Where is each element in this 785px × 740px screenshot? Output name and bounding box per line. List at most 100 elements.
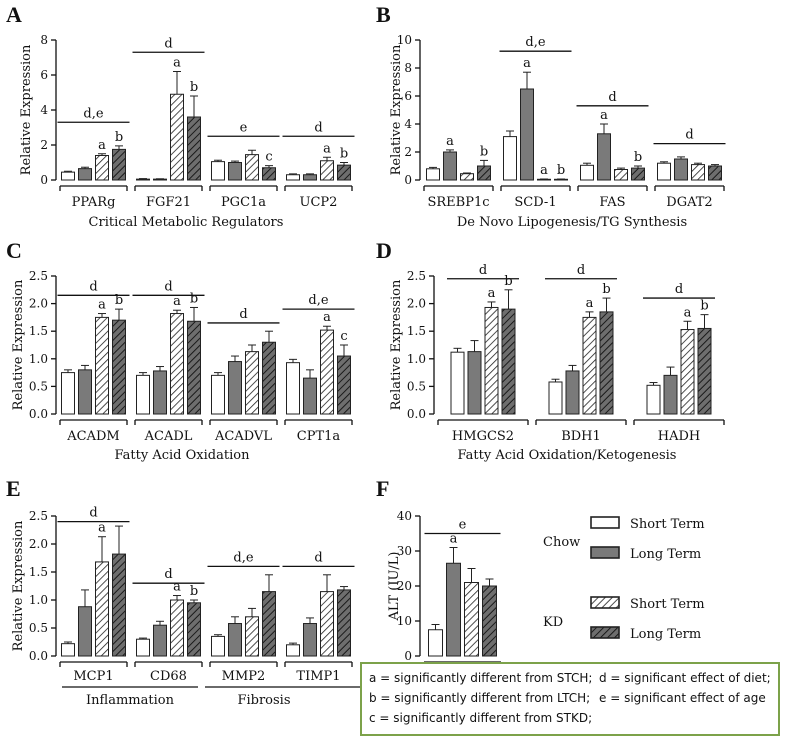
xlabel-c: Fatty Acid Oxidation [115, 448, 251, 463]
bar [565, 370, 580, 415]
panel-label-a: A [6, 2, 22, 27]
significance-letter: b [634, 150, 642, 165]
legend: Chow Short Term Long Term KD Short Term … [543, 516, 705, 642]
significance-letter: b [190, 291, 198, 306]
bracket-label: d [608, 90, 616, 105]
bar [680, 329, 695, 415]
significance-letter: b [480, 144, 488, 159]
significance-letter: a [98, 521, 106, 536]
y-tick-label: 20 [397, 579, 412, 593]
y-tick-label: 0.5 [407, 379, 426, 393]
bar [580, 164, 594, 181]
y-tick-label: 2.5 [29, 509, 48, 523]
bar [691, 164, 705, 181]
significance-letter: a [173, 294, 181, 309]
y-tick-label: 0 [404, 173, 412, 187]
bar [211, 161, 225, 181]
bracket-label: d [164, 279, 172, 294]
y-tick-label: 0.0 [29, 649, 48, 663]
bar [112, 319, 126, 415]
significance-letter: a [98, 138, 106, 153]
significance-letter: c [340, 329, 347, 344]
y-tick-label: 2.5 [29, 269, 48, 283]
bar [548, 381, 563, 415]
bar [153, 370, 167, 415]
y-tick-label: 2.0 [29, 537, 48, 551]
bracket-label: d [89, 506, 97, 521]
y-tick-label: 2.0 [407, 297, 426, 311]
y-tick-label: 10 [397, 614, 412, 628]
bar [582, 316, 597, 415]
bar [170, 313, 184, 415]
bar [446, 562, 461, 657]
significance-letter: a [523, 56, 531, 71]
bar [464, 582, 479, 657]
category-label: HMGCS2 [452, 429, 514, 444]
bracket-label: d [685, 128, 693, 143]
bar [61, 643, 75, 657]
y-tick-label: 2 [404, 145, 412, 159]
bar [599, 311, 614, 415]
group-label-inflammation: Inflammation [86, 693, 175, 708]
bracket-label: d [314, 120, 322, 135]
bar [61, 372, 75, 415]
legend-chow-long: Long Term [630, 547, 701, 562]
bar [697, 327, 712, 415]
xlabel-b: De Novo Lipogenesis/TG Synthesis [457, 215, 687, 230]
legend-chow-short: Short Term [630, 517, 705, 532]
bar [95, 155, 109, 181]
bar [450, 351, 465, 415]
significance-letter: a [323, 310, 331, 325]
y-tick-label: 1.0 [29, 352, 48, 366]
significance-letter: a [446, 134, 454, 149]
legend-swatch-kd-short [590, 596, 620, 609]
bar [303, 174, 317, 181]
bar [482, 585, 497, 657]
category-label: UCP2 [300, 195, 338, 210]
bracket-label: d [239, 307, 247, 322]
bar [337, 355, 351, 415]
y-tick-label: 8 [40, 33, 48, 47]
bracket-label: e [459, 518, 467, 533]
bar [95, 316, 109, 415]
bracket-label: d [479, 263, 487, 278]
panel-label-b: B [376, 2, 391, 27]
significance-letter: a [98, 298, 106, 313]
bar [303, 623, 317, 657]
significance-letter: b [115, 293, 123, 308]
bar [61, 171, 75, 181]
bracket-label: d [314, 550, 322, 565]
bar [286, 174, 300, 181]
bar [170, 93, 184, 181]
footnote-a: a = significantly different from STCH; [369, 671, 592, 685]
group-label-fibrosis: Fibrosis [237, 693, 290, 708]
significance-letter: b [700, 299, 708, 314]
bar [501, 308, 516, 415]
y-axis-label: Relative Expression [389, 44, 404, 175]
panel-label-c: C [6, 238, 22, 263]
bracket-label: e [240, 120, 248, 135]
xlabel-a: Critical Metabolic Regulators [89, 215, 284, 230]
bracket-label: d,e [525, 35, 545, 50]
y-axis-label: ALT (IU/L) [387, 551, 402, 621]
bar [136, 374, 150, 415]
significance-letter: c [265, 150, 272, 165]
y-axis-label: Relative Expression [19, 44, 34, 175]
bar [320, 160, 334, 181]
bar [211, 635, 225, 657]
significance-letter: a [684, 305, 692, 320]
footnote-c: c = significantly different from STKD; [369, 711, 592, 725]
y-tick-label: 6 [40, 68, 48, 82]
legend-kd-label: KD [543, 615, 563, 630]
bracket-label: d,e [308, 293, 328, 308]
category-label: MCP1 [73, 669, 113, 684]
bar [136, 178, 150, 181]
bar [95, 561, 109, 657]
bar [245, 154, 259, 181]
bracket-label: d [675, 282, 683, 297]
bar [674, 158, 688, 181]
bar [286, 644, 300, 657]
category-label: ACADL [144, 429, 193, 444]
